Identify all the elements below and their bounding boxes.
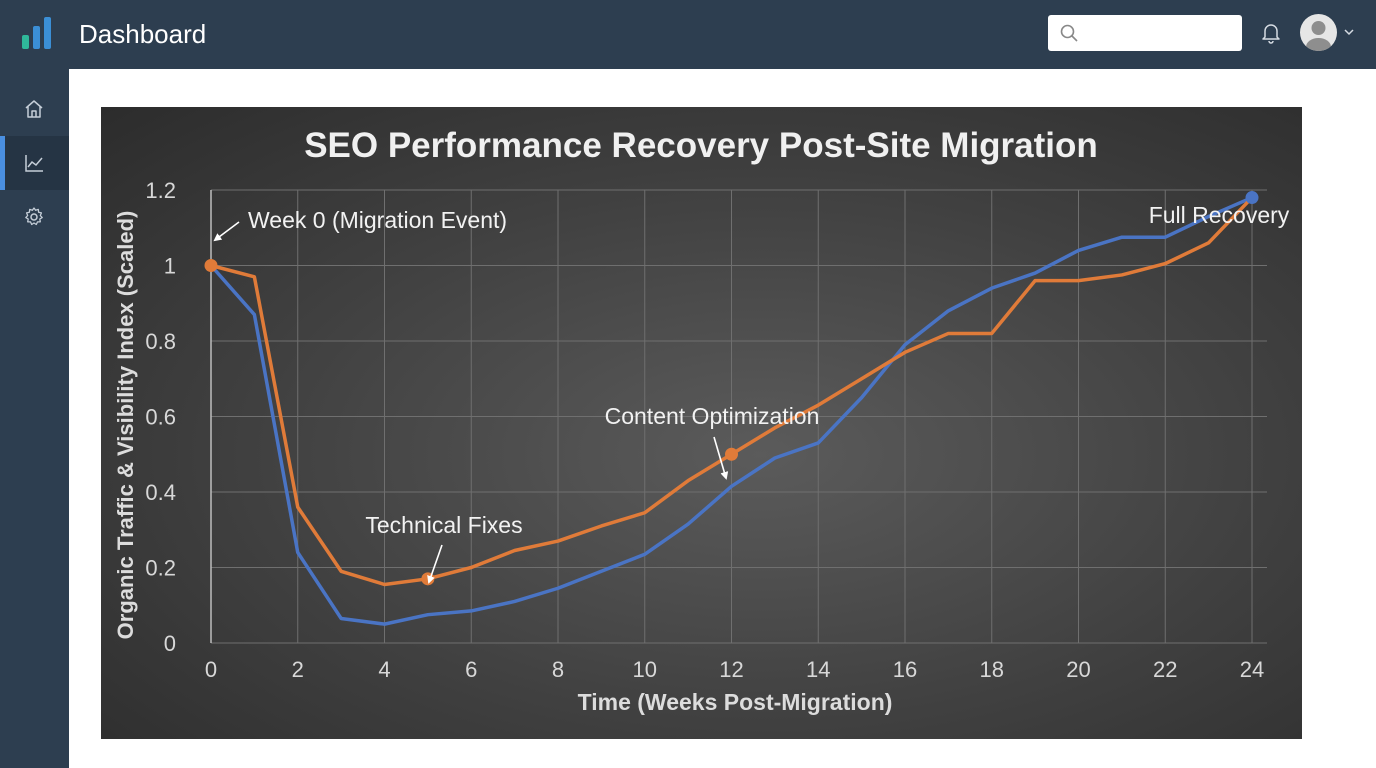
y-axis-label: Organic Traffic & Visibility Index (Scal… bbox=[113, 211, 138, 640]
top-bar: Dashboard bbox=[0, 0, 1376, 69]
annotation-label: Full Recovery bbox=[1149, 202, 1290, 228]
x-tick-label: 20 bbox=[1066, 657, 1090, 682]
series-marker bbox=[204, 259, 218, 272]
x-tick-label: 16 bbox=[893, 657, 917, 682]
y-tick-label: 0.6 bbox=[145, 405, 176, 430]
annotation-arrow bbox=[713, 436, 729, 480]
x-tick-label: 18 bbox=[980, 657, 1004, 682]
series-marker bbox=[1245, 191, 1259, 205]
search-input[interactable] bbox=[1086, 19, 1236, 47]
bell-icon[interactable] bbox=[1261, 22, 1281, 44]
x-tick-label: 8 bbox=[552, 657, 564, 682]
seo-recovery-chart: SEO Performance Recovery Post-Site Migra… bbox=[113, 126, 1290, 715]
x-tick-label: 24 bbox=[1240, 657, 1264, 682]
sidebar-item-home[interactable] bbox=[0, 82, 69, 136]
chart-title: SEO Performance Recovery Post-Site Migra… bbox=[304, 126, 1098, 165]
app-title: Dashboard bbox=[79, 19, 207, 49]
annotation-label: Technical Fixes bbox=[365, 512, 522, 538]
line-chart-icon bbox=[25, 155, 43, 172]
chevron-down-icon[interactable] bbox=[1343, 27, 1355, 37]
y-tick-label: 1 bbox=[164, 254, 176, 279]
sidebar bbox=[0, 69, 69, 768]
series-line-1 bbox=[209, 195, 1253, 626]
x-tick-label: 0 bbox=[205, 657, 217, 682]
y-tick-label: 0.2 bbox=[145, 556, 176, 581]
series-marker bbox=[725, 447, 738, 461]
annotation-arrow bbox=[213, 221, 240, 242]
x-tick-label: 14 bbox=[806, 657, 830, 682]
sidebar-item-analytics[interactable] bbox=[0, 136, 69, 190]
x-tick-label: 10 bbox=[633, 657, 657, 682]
home-icon bbox=[25, 100, 43, 118]
gear-icon bbox=[25, 207, 43, 226]
chart-card: SEO Performance Recovery Post-Site Migra… bbox=[101, 107, 1302, 739]
y-tick-label: 0.4 bbox=[145, 480, 176, 505]
avatar-icon[interactable] bbox=[1300, 14, 1337, 51]
x-tick-label: 12 bbox=[719, 657, 743, 682]
main-content: SEO Performance Recovery Post-Site Migra… bbox=[69, 69, 1376, 768]
x-tick-label: 4 bbox=[378, 657, 390, 682]
y-tick-label: 0.8 bbox=[145, 329, 176, 354]
annotation-label: Week 0 (Migration Event) bbox=[248, 207, 507, 233]
x-axis-label: Time (Weeks Post-Migration) bbox=[578, 689, 893, 715]
x-tick-label: 2 bbox=[292, 657, 304, 682]
x-tick-label: 6 bbox=[465, 657, 477, 682]
search-icon bbox=[1060, 24, 1078, 42]
x-tick-label: 22 bbox=[1153, 657, 1177, 682]
annotation-arrow bbox=[427, 544, 443, 584]
bar-chart-logo-icon[interactable] bbox=[22, 17, 52, 49]
search-box[interactable] bbox=[1048, 15, 1242, 51]
sidebar-item-settings[interactable] bbox=[0, 190, 69, 244]
annotation-label: Content Optimization bbox=[605, 403, 820, 429]
y-tick-label: 1.2 bbox=[145, 178, 176, 203]
y-tick-label: 0 bbox=[164, 631, 176, 656]
